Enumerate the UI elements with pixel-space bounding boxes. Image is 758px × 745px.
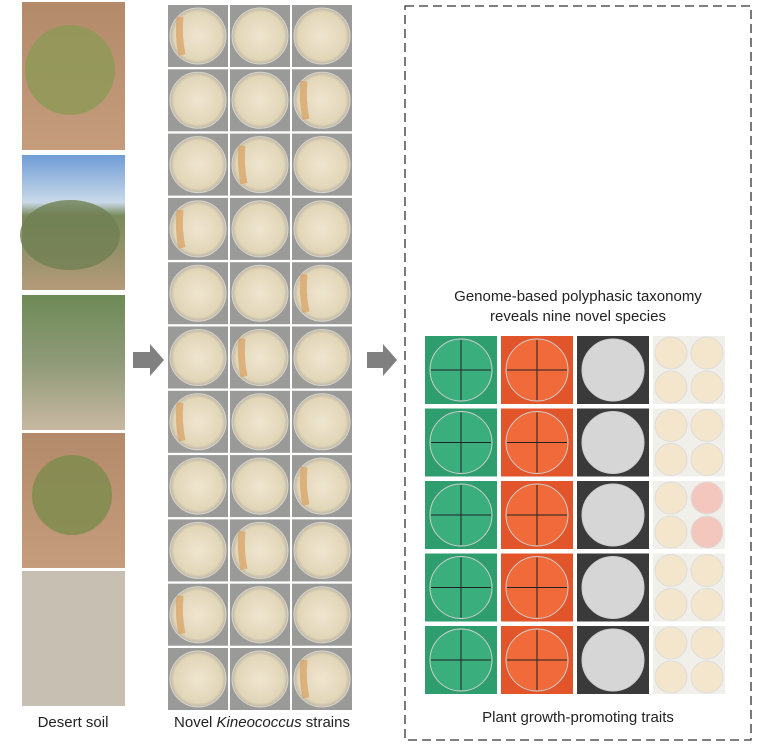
- petri-dish: [293, 136, 351, 194]
- tree-title: reveals nine novel species: [490, 308, 666, 325]
- arrow: [133, 344, 164, 376]
- petri-dish: [581, 483, 645, 547]
- well: [690, 409, 724, 442]
- well: [690, 370, 724, 404]
- well: [690, 443, 724, 476]
- well: [654, 336, 688, 370]
- colony-streak: [237, 338, 248, 378]
- petri-dish: [169, 136, 227, 194]
- strain-plates: [168, 5, 352, 710]
- well: [690, 515, 724, 549]
- petri-dish: [293, 200, 351, 258]
- dashed-box: [404, 5, 752, 741]
- well: [654, 370, 688, 404]
- bottom-label: Plant growth-promoting traits: [482, 709, 674, 726]
- petri-dish: [231, 586, 289, 644]
- middle-label: Novel Kineococcus strains: [174, 714, 350, 731]
- colony-streak: [175, 595, 186, 635]
- petri-dish: [581, 556, 645, 619]
- petri-dish: [581, 628, 645, 692]
- petri-dish: [231, 650, 289, 708]
- colony-streak: [299, 466, 310, 506]
- petri-dish: [231, 457, 289, 515]
- well: [654, 626, 688, 660]
- well: [654, 409, 688, 442]
- colony-streak: [175, 209, 186, 249]
- well: [654, 481, 688, 515]
- tree-title: Genome-based polyphasic taxonomy: [454, 288, 702, 305]
- label-part: Kineococcus: [217, 714, 303, 731]
- petri-dish: [169, 521, 227, 579]
- petri-dish: [293, 7, 351, 65]
- petri-dish: [581, 411, 645, 474]
- well: [690, 660, 724, 694]
- petri-dish: [231, 200, 289, 258]
- pgp-plates: [425, 336, 725, 694]
- well: [654, 660, 688, 694]
- colony-streak: [299, 659, 310, 699]
- petri-dish: [169, 329, 227, 386]
- petri-dish: [231, 264, 289, 322]
- petri-dish: [293, 586, 351, 644]
- shrub: [25, 25, 115, 115]
- petri-dish: [231, 7, 289, 65]
- petri-dish: [293, 393, 351, 451]
- label-part: strains: [302, 714, 350, 731]
- petri-dish: [581, 338, 645, 402]
- well: [654, 515, 688, 549]
- colony-streak: [175, 16, 186, 56]
- petri-dish: [169, 264, 227, 322]
- well: [690, 481, 724, 515]
- well: [654, 554, 688, 587]
- colony-streak: [237, 531, 248, 571]
- petri-dish: [293, 521, 351, 579]
- left-label: Desert soil: [38, 714, 109, 731]
- colony-streak: [237, 145, 248, 185]
- petri-dish: [231, 393, 289, 451]
- petri-dish: [169, 650, 227, 708]
- colony-streak: [299, 80, 310, 121]
- photo: [22, 295, 125, 430]
- well: [654, 443, 688, 476]
- colony-streak: [175, 402, 186, 442]
- well: [690, 336, 724, 370]
- petri-dish: [293, 329, 351, 386]
- shrub: [20, 200, 120, 270]
- petri-dish: [169, 71, 227, 129]
- well: [690, 626, 724, 660]
- petri-dish: [169, 457, 227, 515]
- well: [690, 588, 724, 621]
- well: [654, 588, 688, 621]
- photo: [22, 571, 125, 706]
- colony-streak: [299, 273, 310, 313]
- well: [690, 554, 724, 587]
- shrub: [32, 455, 112, 535]
- arrow: [367, 344, 397, 376]
- petri-dish: [231, 71, 289, 129]
- label-part: Novel: [174, 714, 217, 731]
- soil-photos: [20, 2, 125, 706]
